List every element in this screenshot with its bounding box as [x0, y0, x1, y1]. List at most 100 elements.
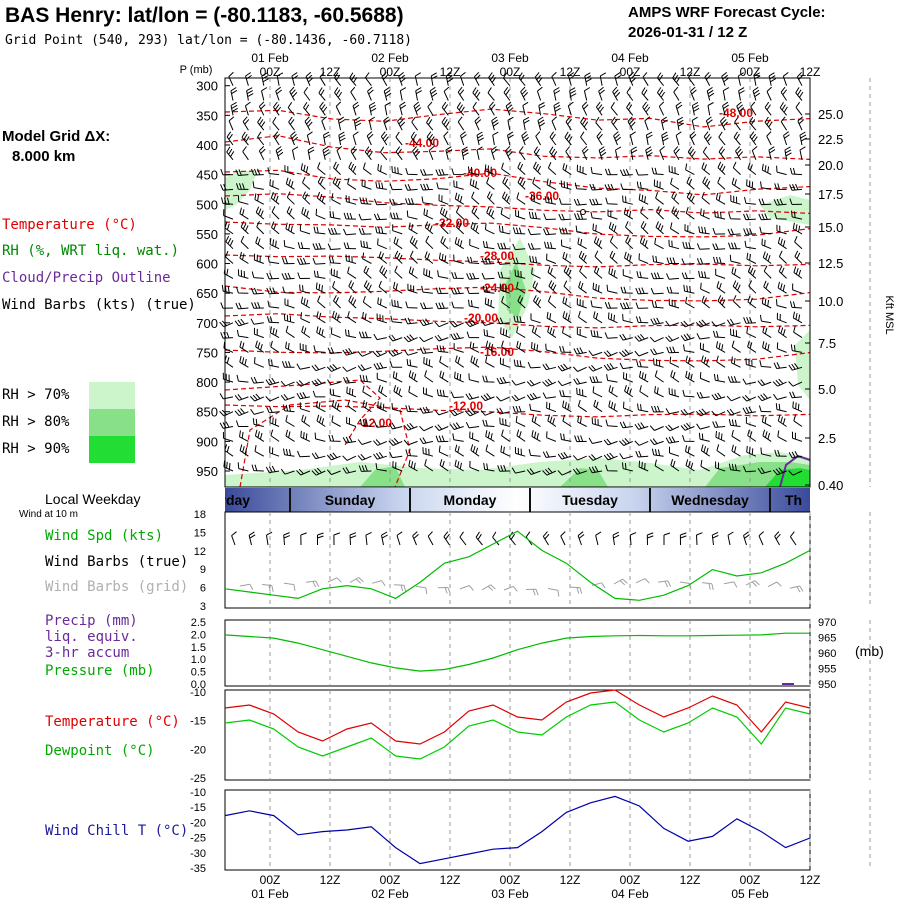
- wind-barb: [547, 266, 557, 279]
- wind-barb: [706, 86, 715, 101]
- wind-barb: [450, 391, 464, 399]
- wind-barb: [623, 401, 633, 413]
- wind-barb-true: [758, 531, 765, 546]
- wind-barb-grid: [613, 578, 628, 586]
- wind-barb: [592, 223, 603, 235]
- wind-barb: [562, 296, 572, 309]
- wind-barb: [251, 302, 264, 309]
- legend-rh90-swatch: [89, 436, 135, 463]
- wind-barb: [750, 101, 757, 116]
- wind-barb: [530, 313, 541, 324]
- wind-barb: [226, 146, 235, 161]
- wind-barb: [374, 198, 387, 206]
- wind-barb: [483, 329, 495, 339]
- wind-barb: [673, 86, 680, 101]
- wind-barb: [629, 131, 636, 146]
- temperature-tick-label: -20: [190, 744, 206, 756]
- wind-barb: [311, 378, 326, 387]
- wind-barb: [388, 438, 403, 446]
- wind-barb: [685, 355, 695, 368]
- wind-barb: [700, 282, 710, 294]
- wind-barb: [240, 235, 249, 250]
- wind-barb-true: [727, 531, 734, 546]
- wind-barb: [296, 363, 310, 370]
- weekday-divider: [289, 488, 291, 512]
- wind-barb: [359, 374, 372, 383]
- wind-barb: [649, 438, 664, 446]
- wind-barb: [712, 421, 726, 428]
- wind-barb: [254, 193, 265, 205]
- wind-barb: [457, 86, 465, 101]
- wind-barb: [745, 358, 757, 368]
- wind-barb: [512, 243, 526, 251]
- wind-barb: [438, 194, 449, 205]
- wind-barb-true: [577, 531, 585, 546]
- wind-barb-true: [443, 531, 450, 546]
- wind-barb: [534, 72, 543, 86]
- wind-barb: [345, 195, 357, 205]
- wind-barb: [738, 87, 745, 101]
- wind-barb: [273, 131, 280, 146]
- wind-barb: [788, 381, 803, 387]
- wind-barb-true: [679, 532, 687, 546]
- wind-barb: [792, 311, 803, 324]
- precip-tick-label: 2.0: [191, 629, 206, 641]
- wind-barb: [553, 87, 561, 101]
- wind-barb: [651, 167, 664, 176]
- wind-barb: [424, 221, 434, 235]
- wind-barb: [731, 429, 741, 442]
- wind-barb: [375, 463, 387, 472]
- wind-barb: [330, 327, 341, 339]
- wind-barb: [357, 453, 372, 461]
- wind-barb: [624, 251, 634, 264]
- wind-barb-true: [774, 531, 781, 546]
- wind-barb: [607, 209, 618, 220]
- wind-barb: [701, 355, 710, 368]
- wind-barb: [669, 446, 680, 457]
- wind-barb: [332, 281, 341, 294]
- wind-barb: [735, 146, 744, 161]
- wind-barb: [347, 399, 357, 413]
- wind-barb: [302, 191, 311, 205]
- wind-speed-tick-label: 12: [194, 546, 206, 558]
- wind-barb: [252, 418, 264, 427]
- wind-barb: [315, 208, 326, 220]
- wind-barb: [394, 250, 403, 264]
- wind-barb: [318, 87, 326, 101]
- wind-barb: [714, 210, 726, 220]
- wind-barb: [393, 385, 403, 398]
- wind-barb: [439, 355, 449, 368]
- wind-barb: [362, 400, 372, 413]
- wind-barb: [730, 194, 741, 205]
- wind-barb: [348, 280, 357, 294]
- wind-chill-tick-label: -10: [190, 787, 206, 799]
- wind-barb: [271, 206, 280, 220]
- wind-barb: [793, 414, 803, 427]
- wind-barb: [543, 228, 556, 236]
- wind-barb: [793, 325, 803, 339]
- wind-barb: [254, 429, 265, 442]
- wind-barb: [437, 270, 449, 279]
- wind-barb: [574, 213, 587, 220]
- wind-barb: [522, 116, 530, 131]
- wind-barb: [332, 176, 341, 190]
- wind-barb: [776, 224, 787, 235]
- wind-barb: [455, 221, 465, 235]
- wind-barb: [609, 250, 618, 264]
- wind-barb: [666, 286, 680, 294]
- wind-barb: [533, 295, 542, 309]
- wind-barb: [329, 388, 341, 398]
- wind-barb: [684, 224, 695, 235]
- wind-barb: [578, 310, 587, 324]
- wind-barb: [368, 101, 377, 116]
- wind-barb: [702, 176, 711, 190]
- wind-barb: [651, 300, 664, 309]
- wind-barb: [799, 146, 806, 160]
- wind-barb: [561, 239, 572, 250]
- bottom-time-label: 00Z: [620, 873, 641, 887]
- wind-barb: [749, 116, 757, 131]
- wind-barb: [409, 250, 418, 264]
- height-tick-label: 2.5: [818, 431, 836, 446]
- wind-barb: [239, 251, 249, 264]
- temperature-contour-label: -12.00: [449, 399, 483, 413]
